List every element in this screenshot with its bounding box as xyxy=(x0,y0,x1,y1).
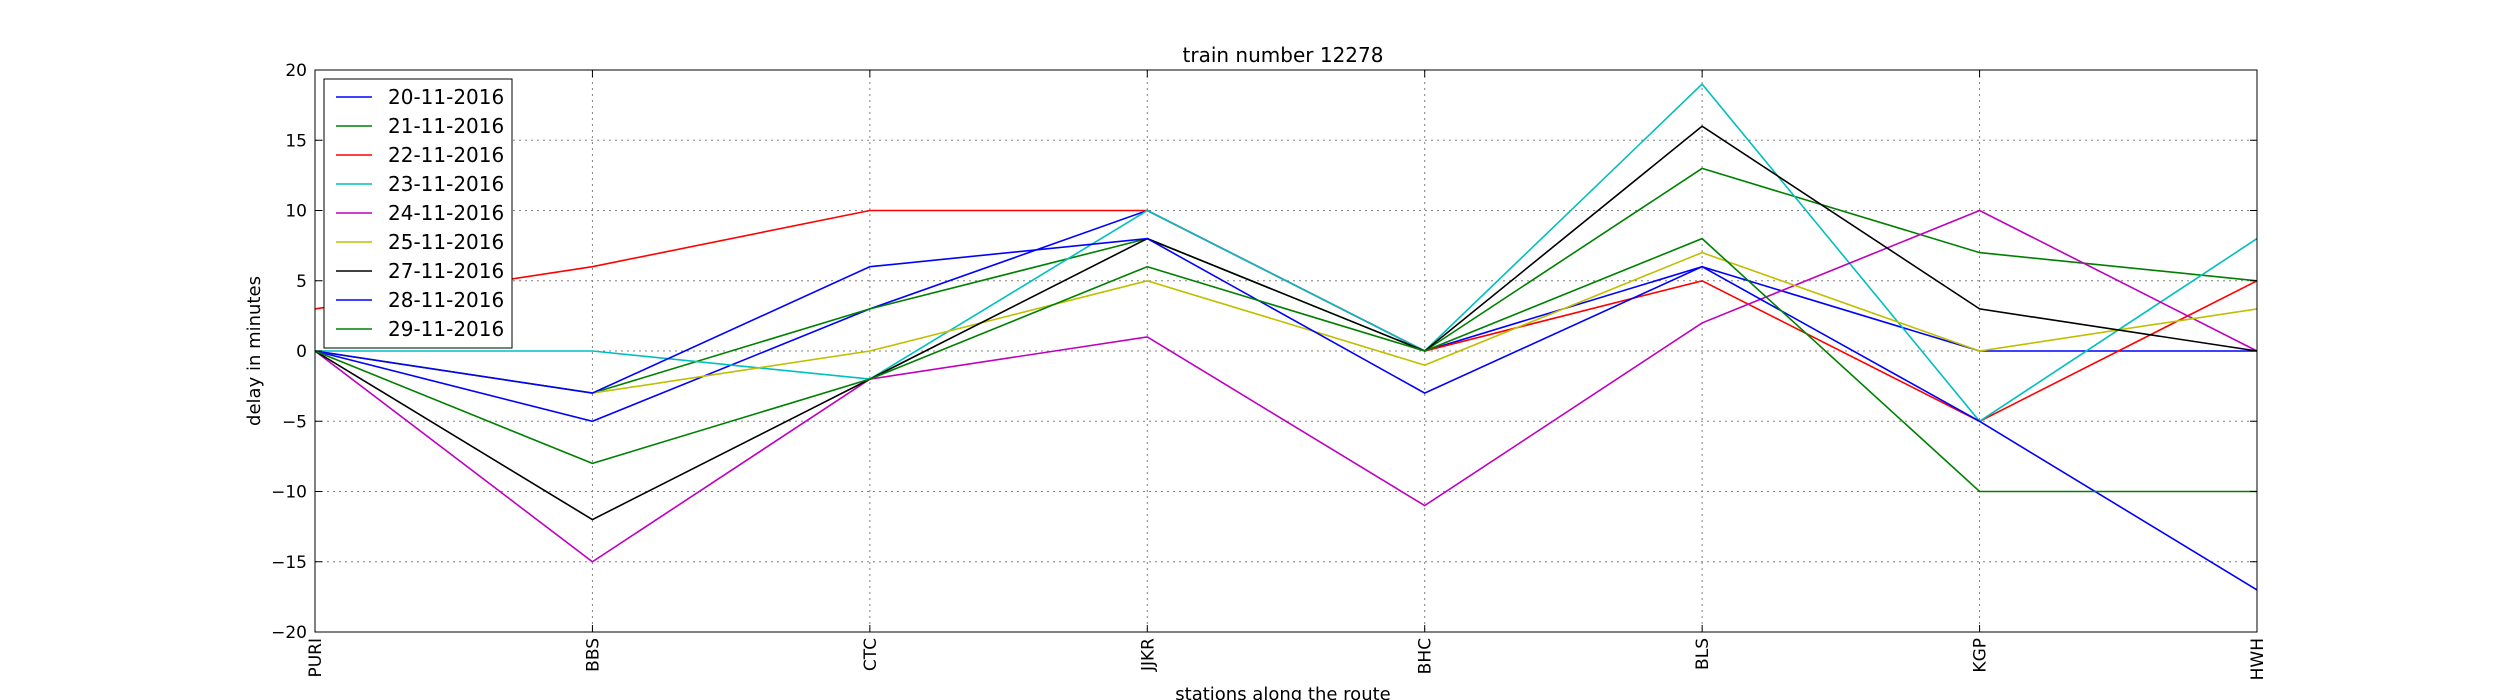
y-axis-ticks: −20 −15 −10 −5 0 5 10 15 20 xyxy=(271,61,2257,643)
y-tick-label: −15 xyxy=(271,553,307,573)
y-tick-label: −5 xyxy=(282,412,307,432)
x-tick-label: JJKR xyxy=(1138,638,1158,672)
chart-title: train number 12278 xyxy=(1183,43,1384,67)
legend-label: 20-11-2016 xyxy=(388,85,504,109)
y-tick-label: 20 xyxy=(285,61,307,81)
series-line-23-11-2016 xyxy=(315,82,2258,423)
series-line-24-11-2016 xyxy=(314,209,2258,563)
series-line-27-11-2016 xyxy=(314,125,2258,521)
x-tick-label: PURI xyxy=(306,638,326,678)
legend-label: 23-11-2016 xyxy=(388,172,504,196)
y-tick-label: 15 xyxy=(285,131,307,151)
legend: 20-11-2016 21-11-2016 22-11-2016 23-11-2016… xyxy=(323,78,513,349)
x-tick-label: BHC xyxy=(1416,638,1436,674)
legend-label: 21-11-2016 xyxy=(388,114,504,138)
y-tick-label: −20 xyxy=(271,623,307,643)
y-tick-label: −10 xyxy=(271,483,307,503)
legend-label: 27-11-2016 xyxy=(388,259,504,283)
legend-label: 29-11-2016 xyxy=(388,317,504,341)
x-tick-label: BLS xyxy=(1693,638,1713,670)
series-line-28-11-2016 xyxy=(314,237,2258,591)
y-tick-label: 10 xyxy=(285,202,307,222)
y-tick-label: 5 xyxy=(296,272,307,292)
x-tick-label: HWH xyxy=(2248,638,2268,680)
legend-label: 24-11-2016 xyxy=(388,201,504,225)
legend-label: 28-11-2016 xyxy=(388,288,504,312)
series-line-29-11-2016 xyxy=(314,237,2257,493)
x-axis-ticks: PURI BBS CTC JJKR BHC BLS KGP HWH xyxy=(306,70,2268,680)
x-tick-label: BBS xyxy=(583,638,603,672)
legend-label: 22-11-2016 xyxy=(388,143,504,167)
x-tick-label: KGP xyxy=(1971,638,1991,673)
x-tick-label: CTC xyxy=(861,638,881,671)
grid xyxy=(315,70,2257,632)
legend-label: 25-11-2016 xyxy=(388,230,504,254)
series-lines xyxy=(314,82,2258,591)
y-axis-label: delay in minutes xyxy=(244,276,265,426)
y-tick-label: 0 xyxy=(296,342,307,362)
x-axis-label: stations along the route xyxy=(1175,684,1390,700)
series-line-25-11-2016 xyxy=(314,251,2258,394)
